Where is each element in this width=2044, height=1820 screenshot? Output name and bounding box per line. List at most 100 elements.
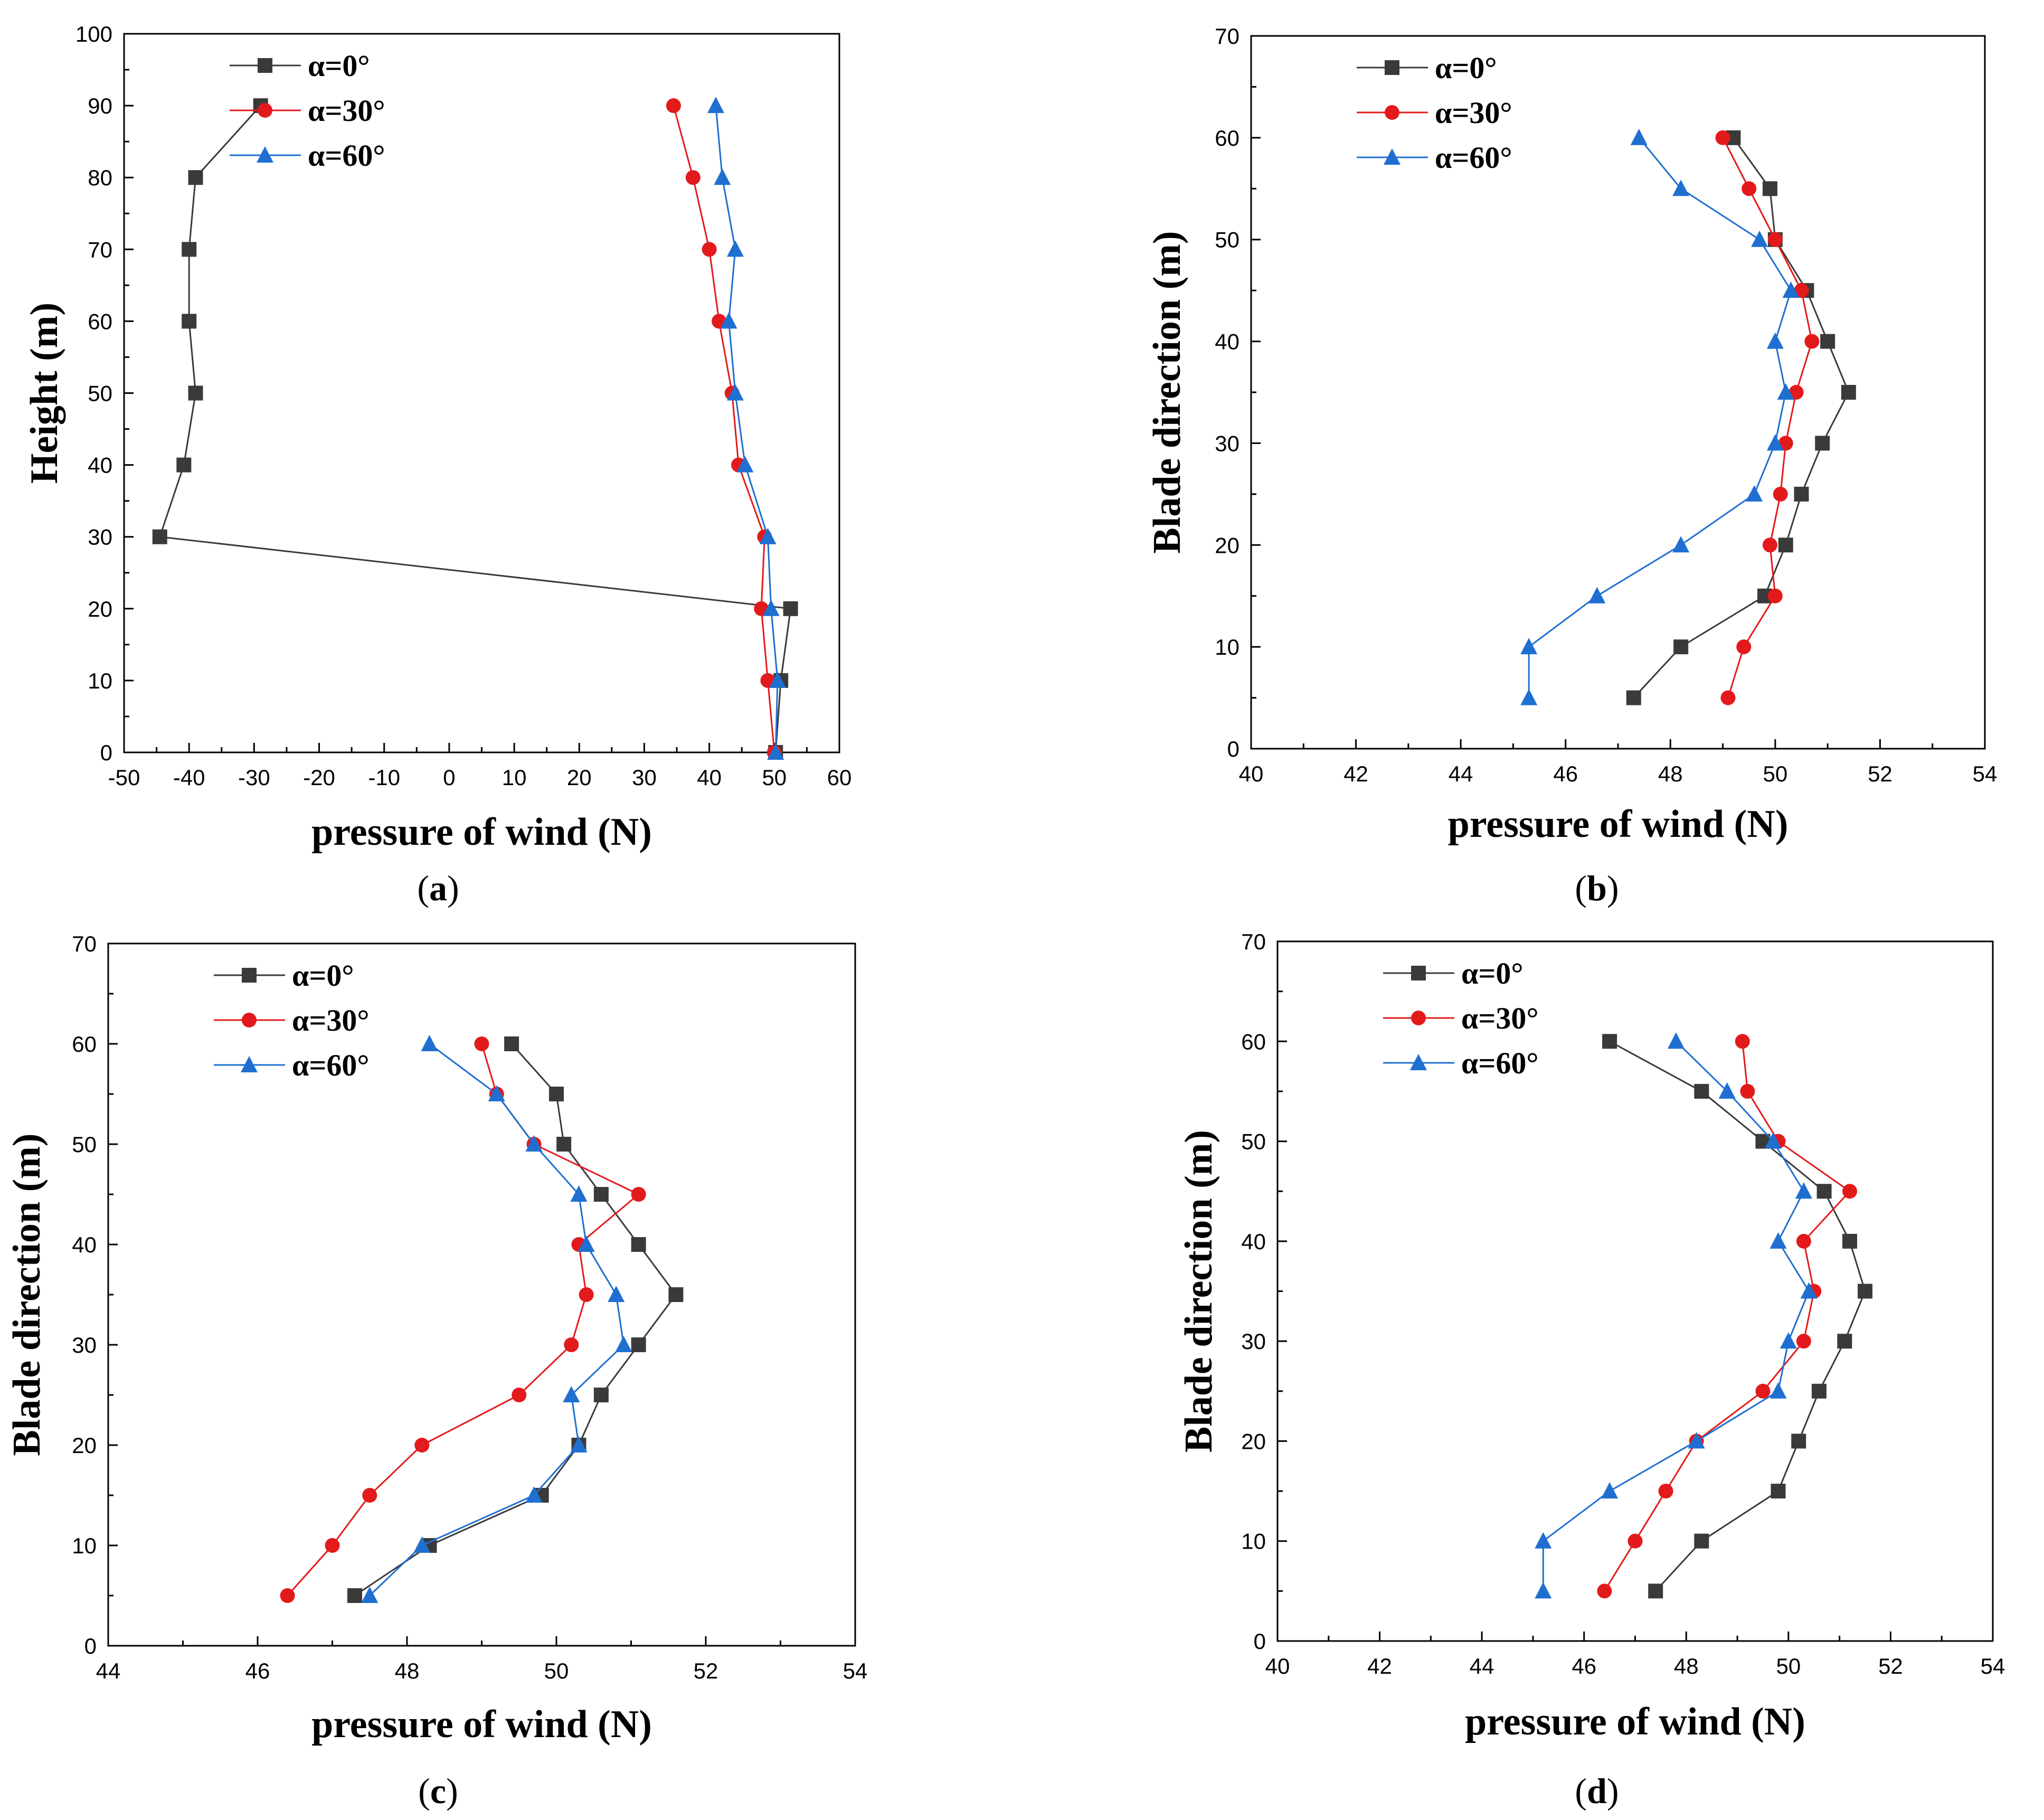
legend-item: α=30° — [230, 93, 385, 128]
data-point — [1672, 180, 1690, 196]
x-tick-label: 50 — [544, 1658, 569, 1683]
data-point — [1771, 1484, 1786, 1499]
data-point — [720, 312, 737, 329]
panel-label: (d) — [1575, 1771, 1619, 1811]
x-tick-label: 48 — [395, 1658, 420, 1683]
x-tick-label: 52 — [1868, 761, 1892, 786]
legend-item: α=30° — [1383, 1001, 1539, 1035]
data-point — [1800, 1282, 1818, 1299]
data-point — [1789, 385, 1804, 400]
data-point — [1858, 1284, 1873, 1299]
data-point — [608, 1286, 625, 1302]
series-line — [369, 1043, 624, 1597]
x-tick-label: 52 — [694, 1658, 718, 1683]
series-line — [1528, 137, 1792, 698]
data-point — [1667, 1032, 1685, 1049]
data-point — [1766, 332, 1784, 349]
data-point — [1804, 334, 1820, 349]
legend-label: α=60° — [1435, 140, 1512, 175]
data-point — [1766, 434, 1784, 451]
data-point — [1795, 1182, 1812, 1199]
series-line — [158, 105, 792, 753]
y-tick-label: 20 — [1241, 1429, 1266, 1454]
y-tick-label: 10 — [88, 668, 112, 693]
data-point — [1746, 485, 1763, 502]
panel-letter: d — [1587, 1771, 1607, 1811]
data-point — [1694, 1083, 1709, 1099]
data-point — [631, 1337, 646, 1352]
data-point — [1815, 436, 1830, 451]
x-tick-label: -50 — [108, 765, 140, 790]
legend-item: α=60° — [1357, 140, 1512, 175]
panel-letter: b — [1587, 868, 1607, 908]
data-point — [1735, 1034, 1750, 1049]
data-point — [1673, 639, 1689, 655]
data-point — [1751, 230, 1768, 247]
legend-label: α=60° — [1461, 1046, 1539, 1080]
data-point — [1762, 537, 1777, 553]
y-tick-label: 0 — [1227, 737, 1239, 761]
y-tick-label: 50 — [72, 1132, 97, 1157]
y-tick-label: 40 — [88, 453, 112, 478]
data-point — [1648, 1583, 1663, 1599]
data-point — [152, 529, 167, 544]
data-point — [362, 1488, 377, 1503]
data-point — [563, 1386, 580, 1402]
data-point — [1718, 1082, 1736, 1099]
y-tick-label: 70 — [1215, 24, 1239, 49]
legend-label: α=60° — [292, 1048, 370, 1082]
series-0 — [1626, 130, 1856, 705]
legend-item: α=0° — [1357, 51, 1497, 85]
series-1 — [1597, 1034, 1857, 1599]
data-point — [1767, 232, 1783, 247]
x-tick-label: 60 — [827, 765, 852, 790]
data-point — [1769, 1232, 1787, 1249]
series-line — [1542, 1041, 1810, 1591]
y-tick-label: 100 — [75, 22, 112, 46]
legend-item: α=60° — [230, 138, 385, 173]
data-point — [1520, 689, 1538, 705]
data-point — [1762, 181, 1777, 196]
x-tick-label: 50 — [1763, 761, 1787, 786]
data-point — [668, 1287, 684, 1302]
x-tick-label: 46 — [1553, 761, 1578, 786]
data-point — [714, 168, 731, 185]
x-tick-label: 48 — [1674, 1654, 1699, 1678]
data-point — [1811, 1383, 1827, 1399]
data-point — [1588, 587, 1606, 603]
legend-marker — [258, 103, 272, 118]
x-tick-label: 10 — [502, 765, 527, 790]
data-point — [1820, 334, 1835, 349]
panel-letter: a — [429, 868, 447, 908]
panel-label: (b) — [1575, 868, 1619, 908]
data-point — [1764, 1132, 1782, 1149]
data-point — [1796, 1334, 1811, 1349]
data-point — [325, 1538, 340, 1553]
x-axis-title: pressure of wind (N) — [311, 1703, 652, 1746]
panel-label: (a) — [417, 868, 459, 908]
y-tick-label: 30 — [72, 1333, 97, 1357]
data-point — [1842, 1233, 1857, 1249]
series-line — [1722, 137, 1813, 699]
series-2 — [1535, 1032, 1818, 1599]
data-point — [1715, 130, 1730, 145]
data-point — [726, 240, 744, 257]
data-point — [578, 1236, 595, 1252]
series-0 — [347, 1036, 684, 1603]
data-point — [188, 385, 203, 401]
data-point — [1816, 1184, 1832, 1199]
y-tick-label: 60 — [1215, 126, 1239, 150]
x-tick-label: -30 — [238, 765, 270, 790]
legend-item: α=60° — [1383, 1046, 1539, 1080]
series-line — [1609, 1040, 1866, 1592]
y-tick-label: 10 — [1241, 1529, 1266, 1554]
data-point — [631, 1237, 646, 1252]
data-point — [1520, 638, 1538, 655]
data-point — [1773, 486, 1788, 502]
data-point — [593, 1388, 609, 1402]
data-point — [1630, 128, 1648, 145]
legend-marker — [242, 1013, 257, 1027]
legend-label: α=30° — [292, 1003, 370, 1038]
y-tick-label: 40 — [1215, 329, 1239, 354]
